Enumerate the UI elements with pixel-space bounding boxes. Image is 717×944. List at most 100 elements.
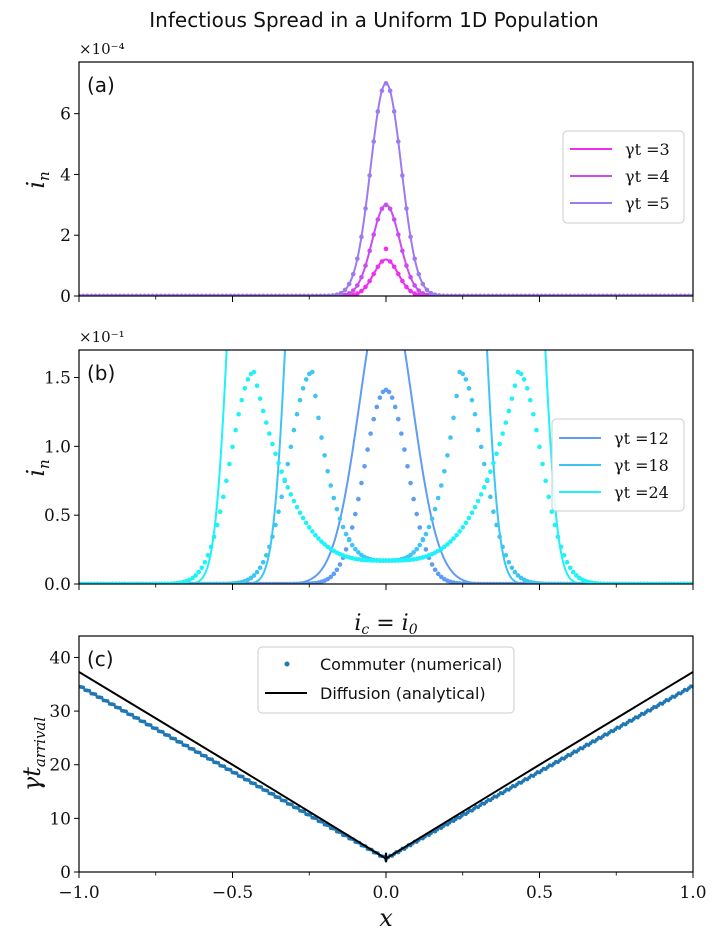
series-point [273, 451, 278, 457]
series-point [436, 293, 442, 296]
series-point [259, 785, 264, 790]
series-point [416, 292, 422, 296]
series-point [574, 573, 579, 578]
series-point [303, 520, 309, 526]
series-point [342, 287, 348, 293]
series-point [124, 709, 128, 714]
series-point [404, 263, 409, 268]
series-point [363, 206, 368, 211]
series-line [79, 350, 693, 584]
series-point [412, 291, 417, 296]
series-point [392, 404, 398, 410]
ytick-label: 1.5 [44, 369, 71, 389]
legend-box [551, 418, 685, 512]
panel-a-ylabel: in [22, 171, 53, 188]
series-point [246, 778, 251, 783]
series-point [111, 702, 116, 707]
series-point [359, 274, 364, 280]
series-point [438, 483, 444, 488]
series-point [260, 408, 266, 414]
series-point [197, 750, 202, 755]
panel-a-legend: γt =3 γt =4 γt =5 [562, 130, 685, 224]
series-point [408, 552, 413, 558]
xtick-label: 0.0 [372, 883, 399, 903]
series-line [79, 350, 693, 584]
series-point [296, 806, 300, 810]
series-point [291, 498, 297, 504]
legend-label: γt =5 [625, 194, 670, 213]
series-point [355, 256, 360, 262]
series-point [451, 536, 456, 541]
series-point [543, 478, 548, 484]
series-point [300, 386, 306, 391]
series-point [408, 274, 413, 280]
series-point [417, 525, 423, 530]
series-point [359, 288, 364, 294]
series-point [481, 485, 487, 490]
ytick-label: 1.0 [44, 437, 71, 457]
series-point [367, 278, 372, 284]
series-point [210, 757, 214, 762]
series-point [478, 444, 484, 450]
series-point [331, 495, 337, 501]
series-point [148, 723, 153, 728]
series-point [429, 516, 435, 521]
series-point [389, 395, 395, 400]
series-point [306, 525, 312, 530]
series-point [379, 88, 385, 93]
series-point [254, 569, 260, 575]
series-point [494, 451, 499, 457]
series-point [435, 571, 441, 577]
series-point [416, 288, 422, 293]
series-point [346, 281, 352, 287]
series-point [253, 781, 257, 786]
series-point [371, 416, 377, 422]
series-point [417, 542, 423, 548]
legend-label: Diffusion (analytical) [320, 684, 486, 703]
series-point [454, 393, 459, 399]
series-point [279, 494, 284, 500]
series-line [79, 258, 693, 296]
series-point [216, 760, 221, 765]
series-point [537, 444, 542, 450]
series-point [199, 565, 205, 571]
series-point [343, 547, 349, 552]
series-point [118, 706, 122, 710]
series-point [460, 525, 466, 530]
series-point [363, 284, 368, 290]
xtick-label: −1.0 [58, 883, 99, 903]
series-point [356, 496, 361, 502]
series-point [488, 494, 493, 500]
series-point [338, 290, 344, 296]
ytick-label: 6 [60, 105, 71, 125]
series-point [420, 281, 426, 287]
series-point [365, 447, 370, 452]
series-point [214, 522, 220, 528]
series-point [395, 232, 401, 237]
xtick-label: 0.5 [526, 883, 553, 903]
series-point [416, 271, 422, 277]
series-point [202, 559, 208, 565]
series-point [540, 461, 545, 467]
series-point [549, 509, 555, 514]
series-point [185, 743, 190, 748]
series-point [558, 544, 564, 550]
series-point [142, 719, 147, 724]
series-point [414, 511, 420, 517]
series-point [377, 395, 383, 400]
legend-label: Commuter (numerical) [320, 655, 502, 674]
series-point [488, 469, 493, 474]
series-point [136, 716, 141, 721]
series-point [412, 256, 417, 262]
series-point [267, 431, 272, 436]
series-point [469, 397, 475, 403]
series-point [331, 571, 337, 577]
series-point [387, 206, 393, 212]
series-point [429, 562, 435, 567]
panel-c-xlabel: x [379, 904, 393, 932]
series-point [99, 695, 104, 700]
series-point [475, 427, 481, 433]
series-point [457, 529, 462, 534]
series-point [342, 292, 348, 296]
series-point [451, 415, 456, 421]
